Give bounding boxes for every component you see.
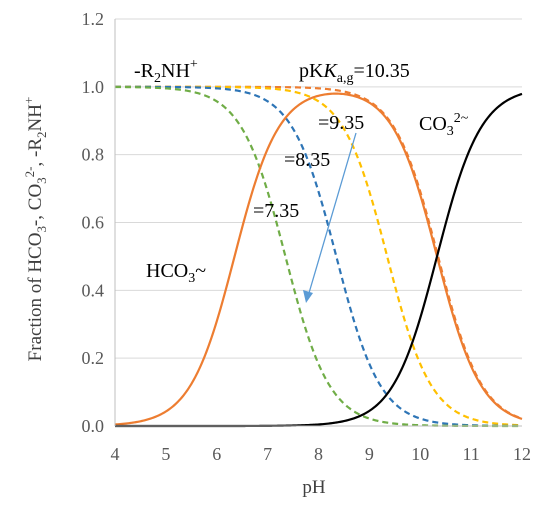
- y-tick-label: 0.6: [82, 213, 105, 233]
- arrow-shaft: [308, 132, 357, 294]
- pka-decrease-arrow: [303, 132, 357, 303]
- x-tick-label: 4: [111, 444, 120, 464]
- y-tick-label: 1.0: [82, 77, 105, 97]
- x-tick-label: 7: [263, 444, 272, 464]
- arrow-head: [303, 290, 313, 303]
- tick-labels: 4 5 6 7 8 9 10 11 12 0.0 0.2 0.4 0.6 0.8 1.0 1.2: [82, 9, 532, 464]
- y-axis-title: Fraction of HCO3-, CO32-, -R2NH+: [21, 97, 49, 362]
- y-tick-label: 0.8: [82, 145, 105, 165]
- x-tick-label: 12: [513, 444, 531, 464]
- y-tick-label: 0.4: [82, 280, 105, 300]
- x-tick-label: 11: [462, 444, 479, 464]
- amine-label: -R2NH+: [134, 57, 198, 86]
- x-axis-title: pH: [302, 477, 326, 498]
- x-tick-label: 9: [365, 444, 374, 464]
- series-line-amine-10-35: [115, 85, 523, 420]
- grid-lines: [115, 18, 522, 359]
- x-tick-label: 8: [314, 444, 323, 464]
- carbonate-label: CO32~: [419, 111, 469, 139]
- x-tick-label: 10: [411, 444, 429, 464]
- curves: [114, 85, 523, 428]
- series-line-amine-7-35: [114, 85, 522, 428]
- x-tick-label: 5: [161, 444, 170, 464]
- pka-label-8-35: =8.35: [284, 149, 330, 171]
- bicarbonate-label: HCO3~: [146, 260, 206, 286]
- series-line-amine-8-35: [115, 85, 522, 428]
- pka-label-7-35: =7.35: [253, 200, 299, 222]
- axes: [114, 19, 522, 427]
- y-tick-label: 0.2: [82, 348, 105, 368]
- y-tick-label: 0.0: [82, 416, 105, 436]
- pka-label-9-35: =9.35: [318, 112, 364, 134]
- y-tick-label: 1.2: [82, 9, 105, 29]
- series-line-amine-9-35: [115, 85, 523, 427]
- pka-label-10-35: pKKa,g=10.35: [299, 60, 410, 86]
- x-tick-label: 6: [212, 444, 221, 464]
- series-line-bicarbonate: [114, 92, 523, 426]
